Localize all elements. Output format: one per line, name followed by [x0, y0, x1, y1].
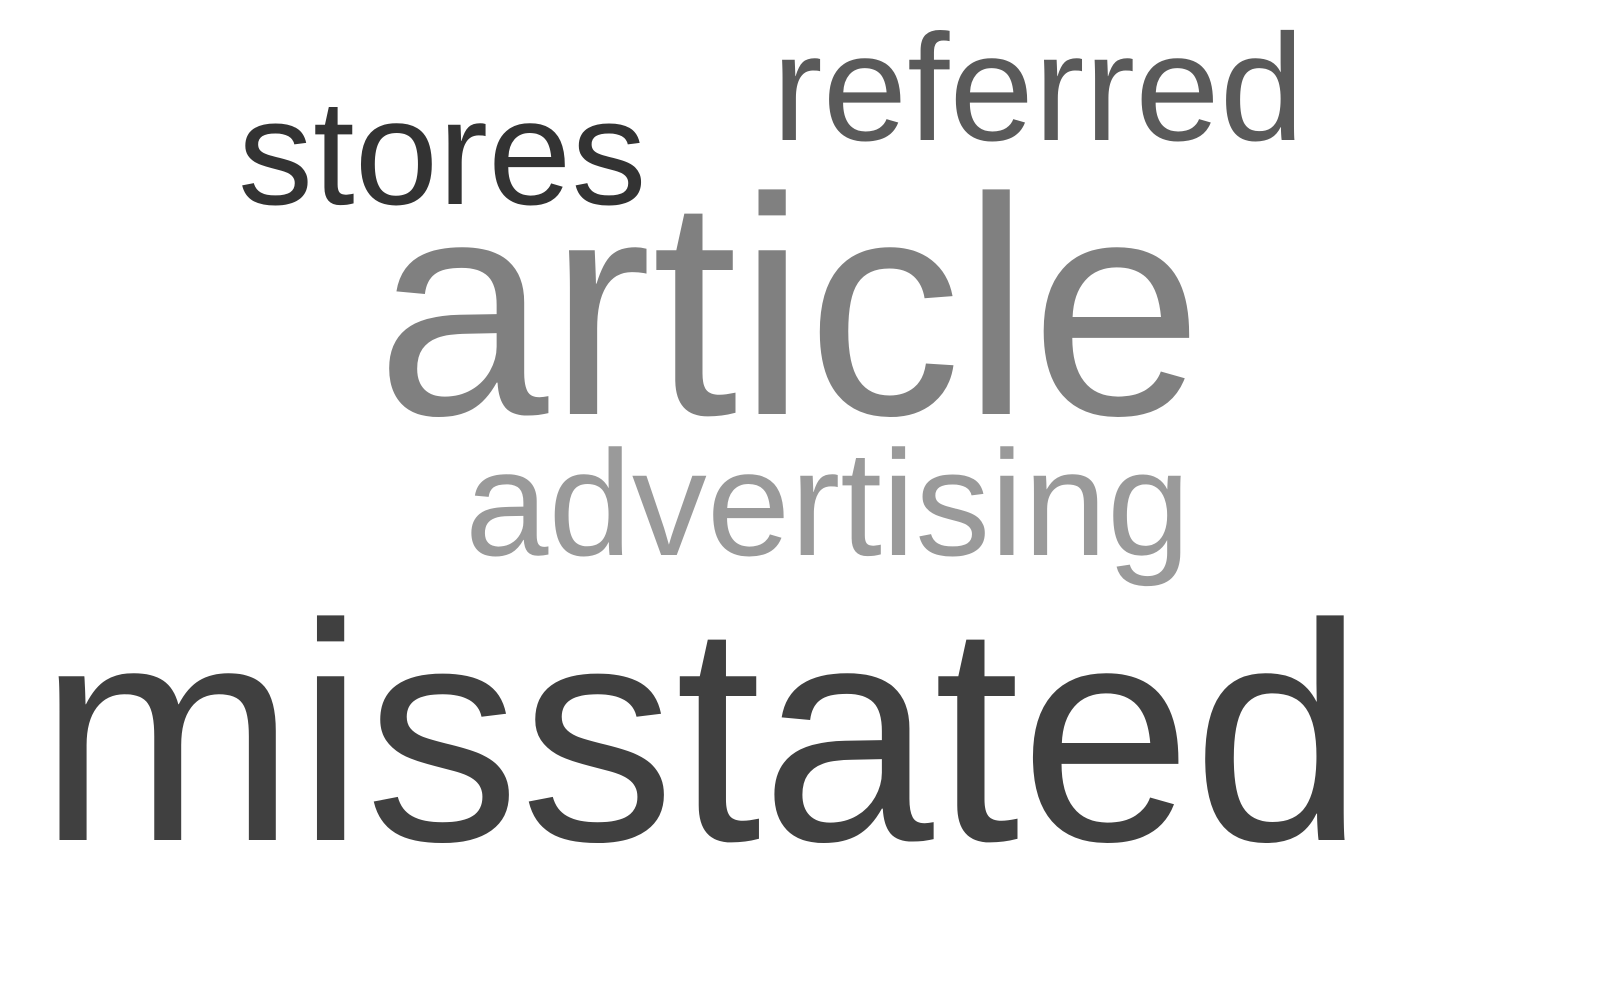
word-article: article [376, 133, 1203, 480]
word-stores: stores [238, 68, 647, 236]
word-referred: referred [772, 3, 1305, 173]
word-misstated: misstated [38, 559, 1365, 906]
word-advertising: advertising [465, 419, 1191, 587]
